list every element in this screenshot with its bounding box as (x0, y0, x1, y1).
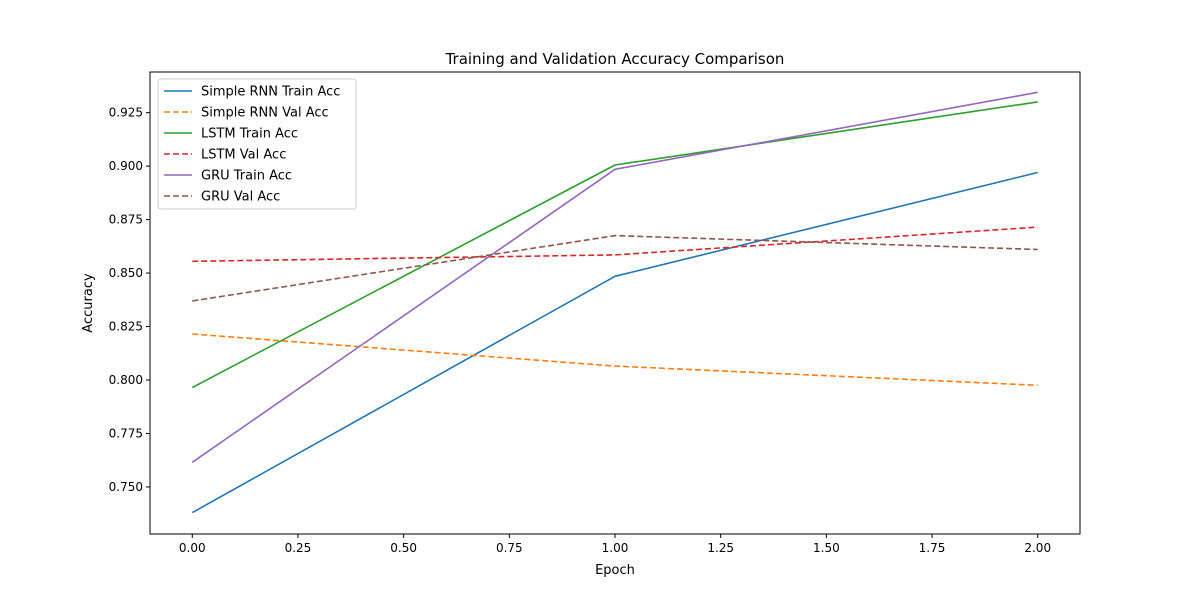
x-tick-label: 1.00 (602, 541, 629, 555)
x-tick-label: 0.25 (285, 541, 312, 555)
series-line-4 (191, 91, 1038, 463)
y-tick-label: 0.850 (109, 266, 143, 280)
legend: Simple RNN Train Acc Simple RNN Val Acc LS… (157, 78, 357, 210)
legend-label-0: Simple RNN Train Acc (201, 85, 340, 100)
legend-label-2: LSTM Train Acc (201, 127, 298, 142)
series-line-3 (192, 226, 1038, 263)
series-line-5 (192, 234, 1038, 302)
x-tick-label: 0.00 (179, 541, 206, 555)
y-tick-label: 0.775 (109, 426, 143, 440)
x-tick-label: 1.75 (919, 541, 946, 555)
y-tick-label: 0.825 (109, 320, 143, 334)
y-tick-label: 0.800 (109, 373, 143, 387)
legend-label-4: GRU Train Acc (201, 169, 292, 184)
series-line-1 (192, 333, 1038, 387)
x-tick-label: 2.00 (1024, 541, 1051, 555)
axis-ticks: 0.00 0.25 0.50 0.75 1.00 1.25 1.50 1.75 2.00 0.75… (109, 106, 1051, 555)
series-line-0 (191, 171, 1038, 514)
y-tick-label: 0.875 (109, 213, 143, 227)
x-tick-label: 1.25 (707, 541, 734, 555)
x-tick-label: 1.50 (813, 541, 840, 555)
x-axis-label: Epoch (595, 563, 635, 578)
y-tick-label: 0.925 (109, 106, 143, 120)
y-tick-label: 0.750 (109, 480, 143, 494)
legend-label-3: LSTM Val Acc (201, 148, 286, 163)
legend-box (157, 78, 357, 210)
series-line-2 (191, 101, 1038, 389)
x-tick-label: 0.50 (390, 541, 417, 555)
y-tick-label: 0.900 (109, 159, 143, 173)
chart-title: Training and Validation Accuracy Compari… (445, 50, 785, 68)
legend-label-1: Simple RNN Val Acc (201, 106, 329, 121)
x-tick-label: 0.75 (496, 541, 523, 555)
legend-label-5: GRU Val Acc (201, 190, 280, 205)
plot-area (191, 91, 1038, 514)
y-axis-label: Accuracy (81, 273, 96, 333)
